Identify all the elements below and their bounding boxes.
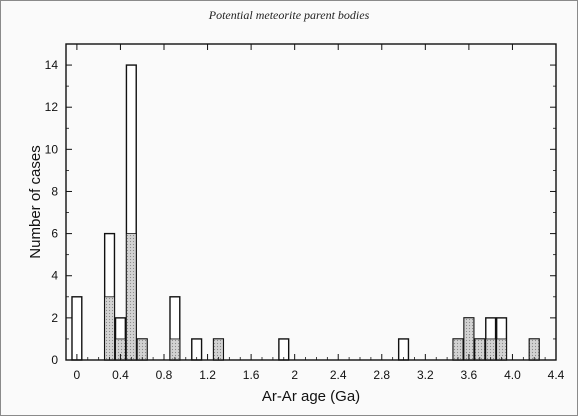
bar-shaded-5 [213,338,224,361]
bar-shaded-3 [136,338,148,361]
ticks-group: 0 0.4 0.8 1.2 1.6 2 2.4 2.8 3.2 3.6 4.0 4.4 0 2 4 6 8 10 1… [45,44,565,382]
bar-shaded-0 [104,296,115,361]
bar-total-8 [278,338,290,361]
bar-shaded-9 [485,338,496,361]
x-tick-label-8: 3.2 [417,368,434,382]
x-tick-label-0: 0 [74,368,81,382]
plot-area-frame [65,43,557,361]
x-tick-label-11: 4.4 [548,368,565,382]
y-tick-label-5: 10 [45,142,59,156]
y-tick-label-0: 0 [51,353,58,367]
x-tick-label-2: 0.8 [156,368,173,382]
bar-shaded-6 [452,338,464,361]
bar-total-6 [191,338,203,361]
x-tick-label-9: 3.6 [461,368,478,382]
x-tick-label-6: 2.4 [330,368,347,382]
y-axis-title: Number of cases [27,145,44,258]
bar-shaded-11 [528,338,540,361]
y-tick-label-7: 14 [45,58,59,72]
bar-shaded-8 [474,338,486,361]
bar-shaded-2 [126,233,137,361]
bar-shaded-10 [496,338,507,361]
y-tick-label-2: 4 [51,269,58,283]
x-tick-label-10: 4.0 [504,368,521,382]
x-tick-label-5: 2 [291,368,298,382]
x-tick-label-3: 1.2 [199,368,216,382]
y-tick-label-4: 8 [51,184,58,198]
y-tick-label-1: 2 [51,311,58,325]
bar-shaded-4 [169,338,181,361]
bar-shaded-7 [463,317,475,361]
y-tick-label-6: 12 [45,100,59,114]
x-tick-label-7: 2.8 [373,368,390,382]
y-tick-label-3: 6 [51,227,58,241]
bar-total-0 [71,296,83,361]
x-tick-label-4: 1.6 [243,368,260,382]
bars-group [71,64,540,361]
running-head: Potential meteorite parent bodies [208,8,370,22]
bar-total-9 [397,338,410,361]
x-tick-label-1: 0.4 [112,368,129,382]
x-axis-title: Ar-Ar age (Ga) [262,388,360,405]
